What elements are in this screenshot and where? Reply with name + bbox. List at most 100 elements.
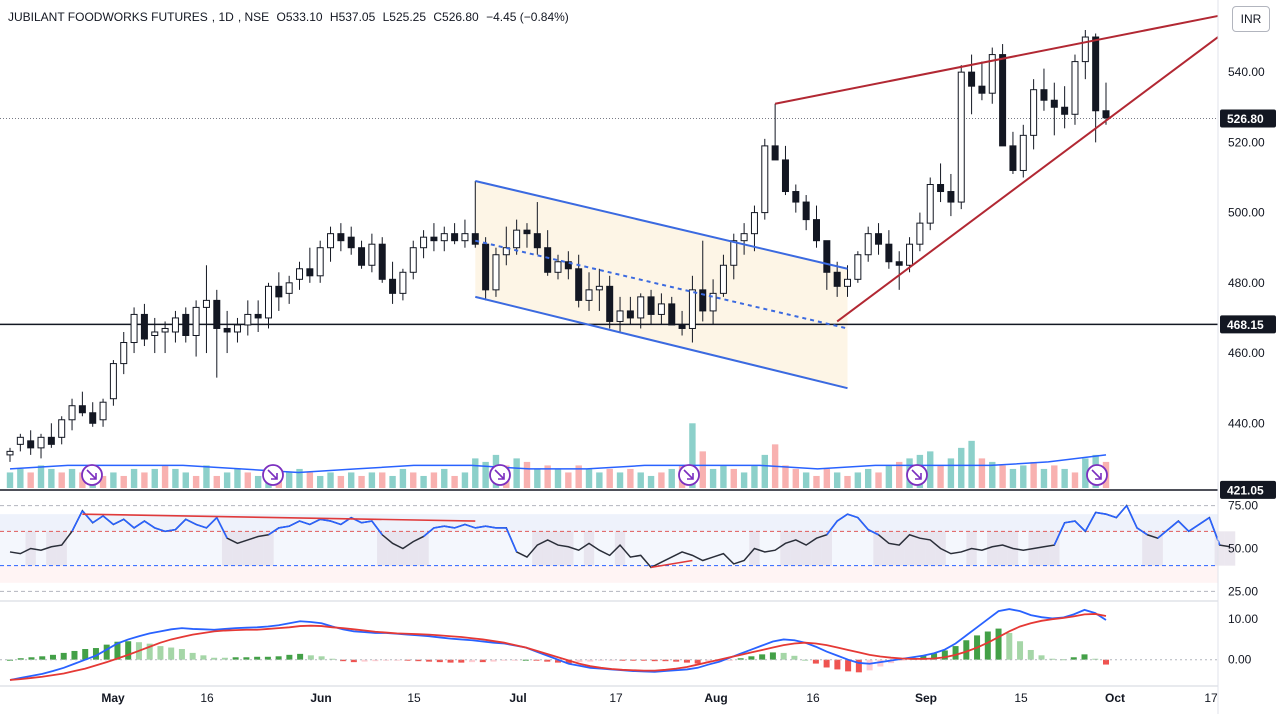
candle-body	[626, 310, 634, 319]
x-tick-label: 16	[806, 691, 820, 705]
rsi-shade	[46, 531, 57, 566]
rsi-shade	[387, 531, 398, 566]
last-price-label: 526.80	[1227, 112, 1264, 126]
macd-histogram-bar	[82, 649, 89, 660]
rsi-shade	[894, 531, 905, 566]
macd-histogram-bar	[683, 659, 690, 663]
volume-base-label-bg	[1220, 480, 1276, 499]
macd-histogram-bar	[318, 656, 325, 660]
last-price-label-bg	[1220, 109, 1276, 128]
price-pane[interactable]	[0, 14, 1219, 488]
macd-histogram-bar	[372, 659, 379, 662]
rsi-shade	[552, 531, 564, 566]
candle-body	[358, 247, 366, 266]
rsi-overbought-segment	[1198, 516, 1210, 526]
macd-histogram-bar	[436, 659, 443, 663]
rsi-overbought-segment	[1177, 520, 1190, 532]
volume-bar	[896, 461, 903, 488]
macd-histogram-bar	[340, 659, 347, 662]
macd-histogram-bar	[576, 659, 583, 663]
volume-bar	[306, 472, 314, 488]
volume-bar	[937, 465, 944, 488]
volume-bar	[6, 472, 14, 488]
volume-bar	[1051, 465, 1058, 488]
exchange: NSE	[244, 10, 270, 24]
macd-tick-label: 10.00	[1228, 612, 1258, 626]
rsi-overbought-segment	[123, 518, 135, 529]
candle-body	[937, 184, 945, 193]
volume-bar	[513, 458, 520, 488]
currency-button[interactable]: INR	[1232, 6, 1270, 32]
x-tick-label: Sep	[915, 691, 937, 705]
volume-bar	[627, 468, 634, 488]
macd-histogram-bar	[780, 652, 787, 660]
candle-body	[130, 313, 138, 344]
volume-bar	[927, 451, 934, 488]
candle-body	[409, 247, 417, 273]
wedge-lower-line	[836, 36, 1219, 323]
volume-bar	[544, 465, 551, 488]
candle-body	[730, 240, 738, 266]
candle-body	[513, 229, 521, 249]
macd-histogram-bar	[1017, 641, 1024, 660]
rsi-overbought-segment	[1095, 511, 1107, 515]
rsi-lower-zone	[0, 565, 1218, 583]
rsi-shade	[904, 531, 915, 566]
volume-bar	[244, 472, 252, 488]
macd-histogram-bar	[823, 659, 830, 668]
volume-bar	[565, 472, 572, 488]
rsi-overbought-segment	[1053, 522, 1066, 546]
interval[interactable]: 1D	[218, 10, 234, 24]
candle-body	[99, 401, 107, 421]
rsi-pane[interactable]	[0, 504, 1236, 592]
rsi-overbought-segment	[444, 525, 455, 529]
rsi-overbought-segment	[1125, 505, 1138, 529]
rsi-shade	[242, 531, 253, 566]
macd-histogram-bar	[1103, 659, 1109, 665]
candle-body	[140, 313, 148, 340]
period-marker-icon	[678, 464, 700, 486]
macd-histogram-bar	[92, 648, 99, 660]
macd-histogram-bar	[60, 652, 67, 660]
volume-bar	[254, 475, 262, 488]
macd-histogram-bar	[877, 659, 884, 667]
candle-body	[492, 254, 500, 291]
rsi-shade	[377, 531, 388, 566]
candle-body	[1050, 99, 1058, 108]
candle-body	[926, 184, 934, 224]
macd-histogram-bar	[275, 656, 282, 660]
volume-bar	[534, 468, 541, 488]
volume-bar	[420, 475, 427, 488]
macd-tick-label: 0.00	[1228, 653, 1252, 667]
rsi-overbought-segment	[1188, 523, 1200, 532]
macd-histogram-bar	[146, 643, 153, 660]
symbol-name[interactable]: JUBILANT FOODWORKS FUTURES	[8, 10, 208, 24]
rsi-overbought-segment	[205, 517, 218, 529]
macd-histogram-bar	[984, 631, 991, 660]
macd-histogram-bar	[114, 641, 121, 660]
candle-body	[264, 285, 272, 319]
candle-body	[202, 299, 210, 308]
x-tick-label: 15	[407, 691, 421, 705]
candle-body	[957, 71, 965, 203]
macd-histogram-bar	[329, 658, 336, 660]
rsi-overbought-segment	[320, 518, 331, 522]
volume-bar	[379, 472, 386, 488]
rsi-overbought-segment	[330, 520, 342, 526]
candle-body	[78, 405, 86, 414]
macd-histogram-bar	[587, 659, 594, 662]
macd-pane[interactable]	[0, 608, 1218, 681]
price-tick-label: 540.00	[1228, 65, 1265, 79]
volume-bar	[472, 458, 479, 488]
candle-body	[192, 306, 200, 336]
period-marker-icon	[262, 464, 284, 486]
rsi-divergence-line	[82, 513, 476, 522]
candle-body	[440, 233, 448, 242]
candle-body	[585, 289, 593, 301]
volume-bar	[79, 472, 86, 488]
rsi-overbought-segment	[867, 528, 879, 536]
volume-bar	[575, 465, 582, 488]
volume-bar	[689, 423, 696, 488]
macd-histogram-bar	[297, 653, 304, 660]
